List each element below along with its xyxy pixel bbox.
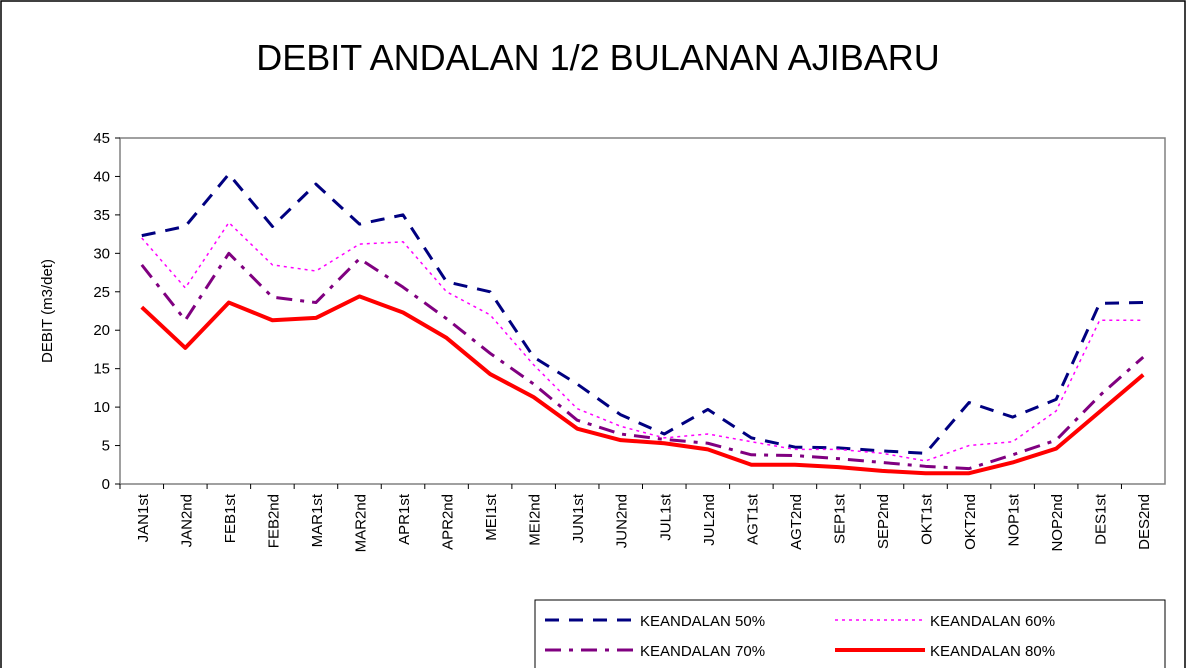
x-tick-label: AGT2nd bbox=[788, 494, 805, 550]
legend-box bbox=[534, 599, 1166, 668]
x-tick-label: JUN1st bbox=[570, 493, 587, 543]
y-axis-label: DEBIT (m3/det) bbox=[39, 259, 56, 363]
y-tick-label: 25 bbox=[93, 284, 110, 301]
legend-label: KEANDALAN 70% bbox=[640, 643, 765, 660]
y-tick-label: 10 bbox=[93, 399, 110, 416]
x-tick-label: APR1st bbox=[396, 493, 413, 545]
y-tick-label: 15 bbox=[93, 361, 110, 378]
x-tick-label: FEB1st bbox=[222, 493, 239, 543]
x-tick-label: JAN1st bbox=[135, 493, 152, 542]
x-tick-label: OKT1st bbox=[919, 493, 936, 545]
x-tick-label: JAN2nd bbox=[178, 494, 195, 547]
x-tick-label: MAR1st bbox=[309, 493, 326, 547]
x-tick-label: JUL2nd bbox=[701, 494, 718, 546]
x-tick-label: MEI2nd bbox=[527, 494, 544, 546]
x-tick-label: DES1st bbox=[1093, 493, 1110, 545]
x-tick-label: OKT2nd bbox=[962, 494, 979, 550]
x-tick-label: JUL1st bbox=[657, 493, 674, 541]
plot-area bbox=[119, 137, 1166, 485]
y-tick-label: 35 bbox=[93, 207, 110, 224]
x-tick-label: JUN2nd bbox=[614, 494, 631, 548]
x-tick-label: APR2nd bbox=[440, 494, 457, 550]
x-tick-label: AGT1st bbox=[744, 493, 761, 545]
series-line bbox=[140, 294, 1145, 476]
x-tick-label: DES2nd bbox=[1136, 494, 1153, 550]
x-tick-label: NOP1st bbox=[1006, 493, 1023, 546]
y-tick-label: 5 bbox=[102, 438, 110, 455]
x-tick-label: MEI1st bbox=[483, 493, 500, 541]
series-line bbox=[141, 172, 1144, 455]
legend-label: KEANDALAN 50% bbox=[640, 613, 765, 630]
legend-label: KEANDALAN 80% bbox=[930, 643, 1055, 660]
series-line bbox=[140, 251, 1145, 471]
chart-title: DEBIT ANDALAN 1/2 BULANAN AJIBARU bbox=[256, 37, 940, 78]
x-tick-label: NOP2nd bbox=[1049, 494, 1066, 552]
x-tick-label: FEB2nd bbox=[265, 494, 282, 548]
x-tick-label: SEP2nd bbox=[875, 494, 892, 549]
legend-label: KEANDALAN 60% bbox=[930, 613, 1055, 630]
x-tick-label: SEP1st bbox=[831, 493, 848, 544]
y-tick-label: 40 bbox=[93, 168, 110, 185]
y-tick-label: 20 bbox=[93, 322, 110, 339]
y-tick-label: 30 bbox=[93, 245, 110, 262]
y-tick-label: 45 bbox=[93, 130, 110, 147]
x-tick-label: MAR2nd bbox=[352, 494, 369, 552]
y-tick-label: 0 bbox=[102, 476, 110, 493]
